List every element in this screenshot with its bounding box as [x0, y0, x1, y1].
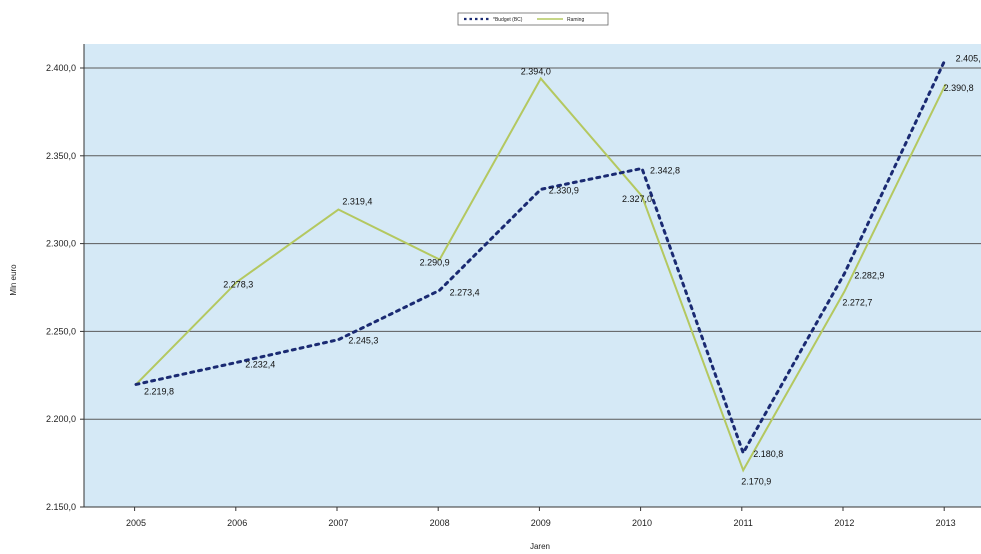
x-axis-title: Jaren	[530, 542, 550, 551]
y-tick-label: 2.400,0	[46, 63, 76, 73]
data-label-raming: 2.319,4	[342, 197, 372, 207]
plot-area	[84, 44, 981, 507]
x-tick-label: 2010	[632, 518, 652, 528]
y-tick-label: 2.300,0	[46, 239, 76, 249]
y-tick-label: 2.200,0	[46, 414, 76, 424]
series-group	[134, 57, 948, 473]
y-axis-ticks: 2.150,0 2.200,0 2.250,0 2.300,0 2.350,0 2.400…	[46, 63, 84, 512]
x-tick-label: 2013	[936, 518, 956, 528]
x-tick-label: 2008	[430, 518, 450, 528]
data-label-budget: 2.405,3	[956, 54, 981, 64]
y-tick-label: 2.350,0	[46, 151, 76, 161]
x-tick-label: 2006	[227, 518, 247, 528]
data-label-raming: 2.390,8	[944, 83, 974, 93]
legend-label-budget: *Budget (BC)	[493, 17, 523, 23]
legend-label-raming: Raming	[567, 17, 584, 23]
y-tick-label: 2.150,0	[46, 502, 76, 512]
series-line-raming	[135, 76, 947, 473]
data-label-budget: 2.219,8	[144, 386, 174, 396]
data-label-raming: 2.278,3	[223, 280, 253, 290]
x-tick-label: 2009	[531, 518, 551, 528]
data-labels: 2.219,8 2.232,4 2.245,3 2.273,4 2.330,9 2.342…	[144, 54, 981, 487]
data-label-budget: 2.273,4	[450, 287, 480, 297]
legend: *Budget (BC) Raming	[457, 12, 609, 26]
series-line-budget	[134, 57, 948, 457]
data-label-raming: 2.272,7	[842, 298, 872, 308]
gridlines	[84, 67, 981, 420]
data-label-raming: 2.394,0	[521, 67, 551, 77]
x-tick-label: 2007	[328, 518, 348, 528]
data-label-raming: 2.290,9	[420, 258, 450, 268]
x-tick-label: 2012	[834, 518, 854, 528]
x-tick-label: 2005	[126, 518, 146, 528]
y-axis-title: Mln euro	[9, 264, 18, 296]
legend-box	[457, 12, 609, 26]
y-tick-label: 2.250,0	[46, 326, 76, 336]
data-label-raming: 2.170,9	[741, 476, 771, 486]
x-axis-ticks: 2005 2006 2007 2008 2009 2010 2011 2012 2013	[126, 507, 956, 528]
data-label-budget: 2.232,4	[245, 359, 275, 369]
data-label-budget: 2.282,9	[854, 271, 884, 281]
x-tick-label: 2011	[734, 518, 753, 528]
data-label-raming: 2.327,0	[622, 194, 652, 204]
data-label-budget: 2.342,8	[650, 165, 680, 175]
data-label-budget: 2.180,8	[753, 449, 783, 459]
data-label-budget: 2.245,3	[348, 336, 378, 346]
data-label-budget: 2.330,9	[549, 185, 579, 195]
